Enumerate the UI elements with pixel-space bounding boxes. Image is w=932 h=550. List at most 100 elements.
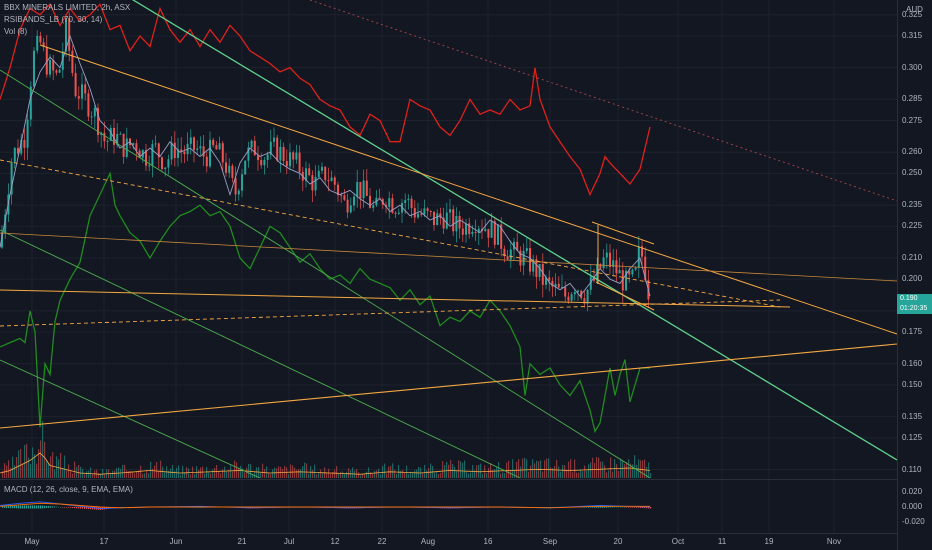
macd-histogram-bar xyxy=(64,507,66,508)
macd-histogram-bar xyxy=(46,505,48,509)
time-tick-label: 12 xyxy=(330,537,340,546)
macd-histogram-bar xyxy=(118,507,120,508)
candle-body xyxy=(618,270,621,274)
volume-bar xyxy=(164,472,166,478)
macd-histogram-bar xyxy=(72,507,74,508)
price-tick-label: 0.110 xyxy=(902,464,922,474)
volume-bar xyxy=(360,475,362,478)
volume-bar xyxy=(240,465,242,478)
volume-bar xyxy=(50,456,52,478)
macd-histogram-bar xyxy=(10,505,12,509)
chart-title-legend[interactable]: BBX MINERALS LIMITED, 2h, ASX xyxy=(4,3,131,12)
candle-body xyxy=(615,260,618,274)
volume-bar xyxy=(480,463,482,478)
volume-bar xyxy=(508,460,510,478)
candle-body xyxy=(612,260,615,268)
macd-histogram-bar xyxy=(58,506,60,508)
volume-bar xyxy=(528,471,530,478)
volume-bar xyxy=(178,465,180,478)
macd-histogram-bar xyxy=(70,507,72,508)
volume-bar xyxy=(584,465,586,478)
candle-body xyxy=(253,140,256,156)
candle-body xyxy=(193,137,195,150)
volume-bar xyxy=(602,461,604,478)
volume-bar xyxy=(514,470,516,478)
green-trendline-middle[interactable] xyxy=(0,69,651,478)
volume-bar xyxy=(152,468,154,478)
macd-histogram-bar xyxy=(620,506,622,508)
candle-body xyxy=(506,256,509,260)
macd-histogram-bar xyxy=(68,507,70,508)
macd-histogram-bar xyxy=(548,507,550,508)
time-tick-label: 19 xyxy=(764,537,774,546)
orange-trendline-ascending[interactable] xyxy=(0,343,897,429)
time-tick-label: May xyxy=(24,537,40,546)
green-trendline-upper[interactable] xyxy=(100,0,897,461)
volume-bar xyxy=(388,466,390,478)
candle-body xyxy=(90,116,93,118)
candle-body xyxy=(541,264,544,285)
orange-trendline-descending[interactable] xyxy=(39,44,897,335)
volume-bar xyxy=(630,463,632,478)
candle-body xyxy=(49,60,51,75)
volume-bar xyxy=(468,473,470,478)
volume-bar xyxy=(358,472,360,478)
candle-body xyxy=(599,264,602,269)
volume-bar xyxy=(628,459,630,478)
macd-histogram-bar xyxy=(624,506,626,508)
volume-bar xyxy=(100,473,102,478)
volume-bar xyxy=(626,462,628,478)
volume-bar xyxy=(488,467,490,478)
volume-bar xyxy=(464,460,466,478)
price-tick-label: 0.300 xyxy=(902,62,923,72)
volume-bar xyxy=(190,474,192,478)
macd-histogram-bar xyxy=(598,506,600,508)
volume-bar xyxy=(368,467,370,478)
volume-bar xyxy=(126,470,128,478)
macd-legend[interactable]: MACD (12, 26, close, 9, EMA, EMA) xyxy=(4,485,133,494)
macd-histogram-bar xyxy=(26,505,28,509)
volume-bar xyxy=(66,470,68,478)
price-pane[interactable] xyxy=(0,0,897,478)
green-trendline-lower[interactable] xyxy=(0,229,521,478)
macd-pane[interactable] xyxy=(0,501,652,510)
current-price-badge: 0.190 01:20:35 xyxy=(897,294,932,314)
volume-bar xyxy=(534,463,536,478)
candle-body xyxy=(125,138,128,157)
candle-body xyxy=(407,198,410,201)
macd-histogram-bar xyxy=(52,506,54,508)
candle-body xyxy=(10,161,13,195)
volume-bar xyxy=(482,473,484,478)
candle-body xyxy=(167,159,170,168)
volume-bar xyxy=(332,472,334,478)
volume-bar xyxy=(154,465,156,478)
candle-body xyxy=(500,224,503,249)
volume-bar xyxy=(494,469,496,478)
volume-bar xyxy=(74,461,76,478)
volume-bar xyxy=(438,474,440,478)
candle-body xyxy=(525,248,528,251)
candle-body xyxy=(55,70,58,73)
candle-body xyxy=(247,147,250,161)
volume-bar xyxy=(650,473,652,478)
volume-bar xyxy=(242,468,244,478)
candle-body xyxy=(161,157,163,170)
candle-body xyxy=(4,214,7,233)
macd-histogram-bar xyxy=(40,505,42,509)
volume-bar xyxy=(466,471,468,478)
volume-bar xyxy=(406,465,408,478)
green-trendline-bottom[interactable] xyxy=(0,359,261,478)
volume-bar xyxy=(574,459,576,478)
rsibands-legend[interactable]: RSIBANDS_LB (70, 30, 14) xyxy=(4,15,103,24)
trendlines[interactable] xyxy=(0,0,897,478)
volume-bar xyxy=(150,461,152,478)
volume-bar xyxy=(442,460,444,478)
volume-bar xyxy=(334,469,336,478)
orange-trendline-flat[interactable] xyxy=(0,232,897,282)
volume-legend[interactable]: Vol (8) xyxy=(4,27,28,36)
candle-body xyxy=(276,137,279,161)
volume-bar xyxy=(336,466,338,478)
candle-body xyxy=(148,165,151,167)
volume-bar xyxy=(182,465,184,478)
